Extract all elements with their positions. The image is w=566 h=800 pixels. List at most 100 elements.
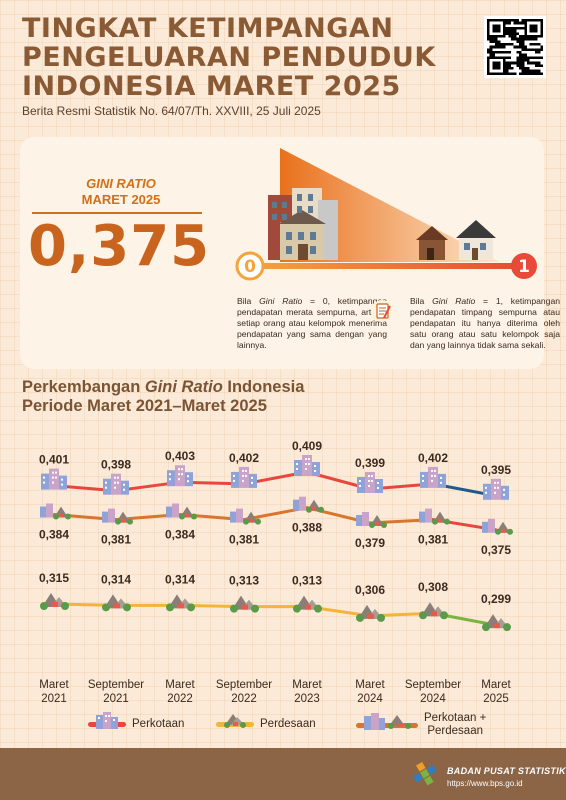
gini-label: GINI RATIO MARET 2025 [62, 176, 180, 208]
explain-gini-zero: Bila Gini Ratio = 0, ketimpangan pendapa… [237, 296, 387, 351]
data-label: 0,384 [39, 528, 69, 542]
data-label: 0,314 [165, 572, 195, 586]
data-label: 0,381 [229, 533, 259, 547]
scale-zero-marker [235, 251, 265, 281]
org-url[interactable]: https://www.bps.go.id [447, 779, 523, 788]
data-label: 0,403 [165, 449, 195, 463]
x-tick-label: September [405, 679, 461, 691]
data-point [482, 614, 511, 632]
data-label: 0,306 [355, 583, 385, 597]
gini-line-chart: 0,401 0,398 0,403 0,402 0,409 0,399 0,402 0,395… [39, 439, 513, 705]
city-icon [96, 712, 118, 729]
data-point [293, 496, 324, 513]
data-label: 0,313 [229, 574, 259, 588]
chart-legend: Perkotaan Perdesaan Perkotaan + Perdesaa… [0, 712, 566, 748]
data-label: 0,379 [355, 536, 385, 550]
legend-label-rural: Perdesaan [260, 718, 316, 730]
legend-swatch-rural [216, 714, 254, 728]
village-houses-icon [416, 220, 496, 260]
legend-label-combined: Perkotaan + Perdesaan [424, 712, 486, 738]
data-point [166, 503, 197, 520]
org-name: BADAN PUSAT STATISTIK [447, 766, 566, 776]
data-point [166, 594, 195, 612]
data-point [102, 508, 133, 525]
city-buildings-icon [268, 188, 338, 260]
legend-item-rural: Perdesaan [216, 714, 316, 731]
data-label: 0,314 [101, 572, 131, 586]
chart-title-post: Indonesia [222, 378, 305, 396]
x-tick-label: Maret [39, 679, 69, 691]
x-tick-label: 2022 [167, 693, 193, 705]
legend-swatch-urban [88, 712, 126, 729]
city-village-icon [364, 712, 411, 730]
x-tick-label: 2021 [103, 693, 129, 705]
chart-title-pre: Perkembangan [22, 378, 145, 396]
village-icon [224, 714, 246, 728]
x-tick-label: Maret [292, 679, 322, 691]
data-label: 0,375 [481, 543, 511, 557]
data-point [231, 466, 257, 488]
data-point [40, 593, 69, 610]
data-point [167, 465, 193, 487]
data-label: 0,409 [292, 439, 322, 453]
x-tick-label: 2021 [41, 693, 67, 705]
x-tick-label: Maret [165, 679, 195, 691]
data-point [419, 508, 450, 525]
explain-one-prefix: Bila [410, 296, 433, 306]
gini-value: 0,375 [28, 214, 211, 279]
legend-swatch-combined [356, 712, 418, 730]
data-point [102, 594, 131, 612]
series-perkotaan: 0,401 0,398 0,403 0,402 0,409 0,399 0,402 0,395 [39, 439, 511, 500]
data-point [294, 455, 320, 476]
data-label: 0,308 [418, 580, 448, 594]
x-tick-label: September [88, 679, 144, 691]
data-label: 0,401 [39, 453, 69, 467]
page-title: TINGKAT KETIMPANGAN PENGELUARAN PENDUDUK… [22, 14, 442, 101]
data-point [230, 508, 261, 525]
subtitle: Berita Resmi Statistik No. 64/07/Th. XXV… [22, 104, 321, 118]
explain-one-text: = 1, ketimpangan pendapatan timpang semp… [410, 296, 561, 350]
x-tick-label: September [216, 679, 272, 691]
note-icon [371, 300, 393, 322]
data-label: 0,402 [418, 451, 448, 465]
data-point [103, 473, 129, 495]
scale-one-marker [511, 253, 537, 279]
legend-item-urban: Perkotaan [88, 712, 185, 731]
explain-zero-text: = 0, ketimpangan pendapatan merata sempu… [237, 296, 388, 350]
explain-gini-one: Bila Gini Ratio = 1, ketimpangan pendapa… [410, 296, 560, 351]
x-tick-label: Maret [355, 679, 385, 691]
data-point [40, 503, 71, 520]
x-tick-label: Maret [481, 679, 511, 691]
footer [0, 748, 566, 800]
data-label: 0,402 [229, 451, 259, 465]
data-point [482, 518, 513, 535]
data-point [41, 468, 67, 490]
data-label: 0,315 [39, 571, 69, 585]
x-tick-label: 2023 [294, 693, 320, 705]
qr-code-icon[interactable] [484, 16, 546, 78]
title-line-3: INDONESIA MARET 2025 [22, 71, 401, 102]
title-line-1: TINGKAT KETIMPANGAN [22, 13, 394, 44]
legend-combined-line-2: Perdesaan [427, 725, 483, 737]
explain-one-term: Gini Ratio [432, 296, 476, 306]
chart-title: Perkembangan Gini Ratio Indonesia Period… [22, 378, 304, 416]
inequality-illustration: 0 1 [235, 148, 537, 281]
data-point [483, 478, 509, 500]
data-label: 0,399 [355, 456, 385, 470]
legend-combined-line-1: Perkotaan + [424, 712, 487, 724]
data-label: 0,313 [292, 574, 322, 588]
legend-label-urban: Perkotaan [132, 718, 185, 730]
data-label: 0,381 [101, 533, 131, 547]
x-tick-label: 2025 [483, 693, 509, 705]
gini-label-period: MARET 2025 [81, 192, 161, 207]
data-point [419, 602, 448, 620]
bps-logo-icon[interactable] [410, 758, 440, 788]
data-point [230, 595, 259, 613]
data-label: 0,398 [101, 458, 131, 472]
chart-title-term: Gini Ratio [144, 378, 223, 396]
legend-item-combined: Perkotaan + Perdesaan [356, 712, 486, 738]
scale-zero-label: 0 [244, 257, 256, 277]
scale-arrow [250, 263, 520, 269]
title-line-2: PENGELUARAN PENDUDUK [22, 42, 436, 73]
gini-divider [32, 212, 202, 214]
